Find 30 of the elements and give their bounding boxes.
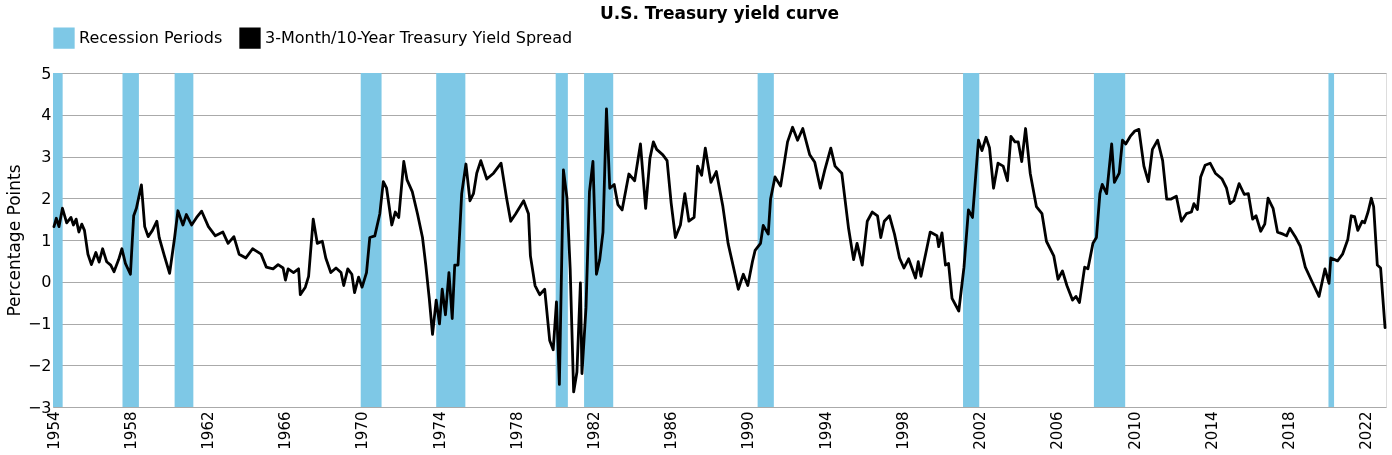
x-tick-label: 1998 (893, 411, 912, 450)
x-tick-label: 1982 (585, 411, 604, 450)
x-tick-label: 1990 (739, 411, 758, 450)
y-tick-label: 4 (41, 105, 52, 125)
y-axis-title: Percentage Points (3, 164, 24, 317)
y-tick-label: −2 (27, 355, 52, 375)
line-series (52, 107, 1387, 394)
legend-label: Recession Periods (79, 28, 223, 48)
y-tick-label: 5 (41, 63, 52, 83)
x-tick-label: 2002 (971, 411, 990, 450)
chart-title: U.S. Treasury yield curve (599, 3, 840, 23)
y-tick-label: 3 (41, 147, 52, 166)
x-tick-label: 1958 (121, 411, 140, 450)
x-tick-label: 1962 (198, 411, 217, 450)
y-tick-label: 1 (41, 230, 52, 250)
y-tick-label: −1 (27, 314, 52, 333)
x-tick-label: 2022 (1357, 411, 1376, 450)
x-tick-label: 2018 (1280, 411, 1299, 450)
x-tick-label: 1966 (276, 411, 295, 450)
x-tick-label: 1994 (816, 411, 835, 450)
y-tick-label: 2 (41, 188, 52, 208)
x-tick-label: 1986 (662, 411, 681, 450)
x-tick-label: 2014 (1202, 411, 1221, 450)
x-tick-label: 1970 (353, 411, 372, 450)
legend-label: 3-Month/10-Year Treasury Yield Spread (265, 28, 573, 48)
x-tick-label: 2006 (1048, 411, 1067, 450)
x-tick-label: 1978 (507, 411, 526, 450)
y-tick-label: 0 (41, 272, 52, 292)
x-tick-label: 1974 (430, 411, 449, 450)
x-tick-label: 2010 (1125, 411, 1144, 450)
